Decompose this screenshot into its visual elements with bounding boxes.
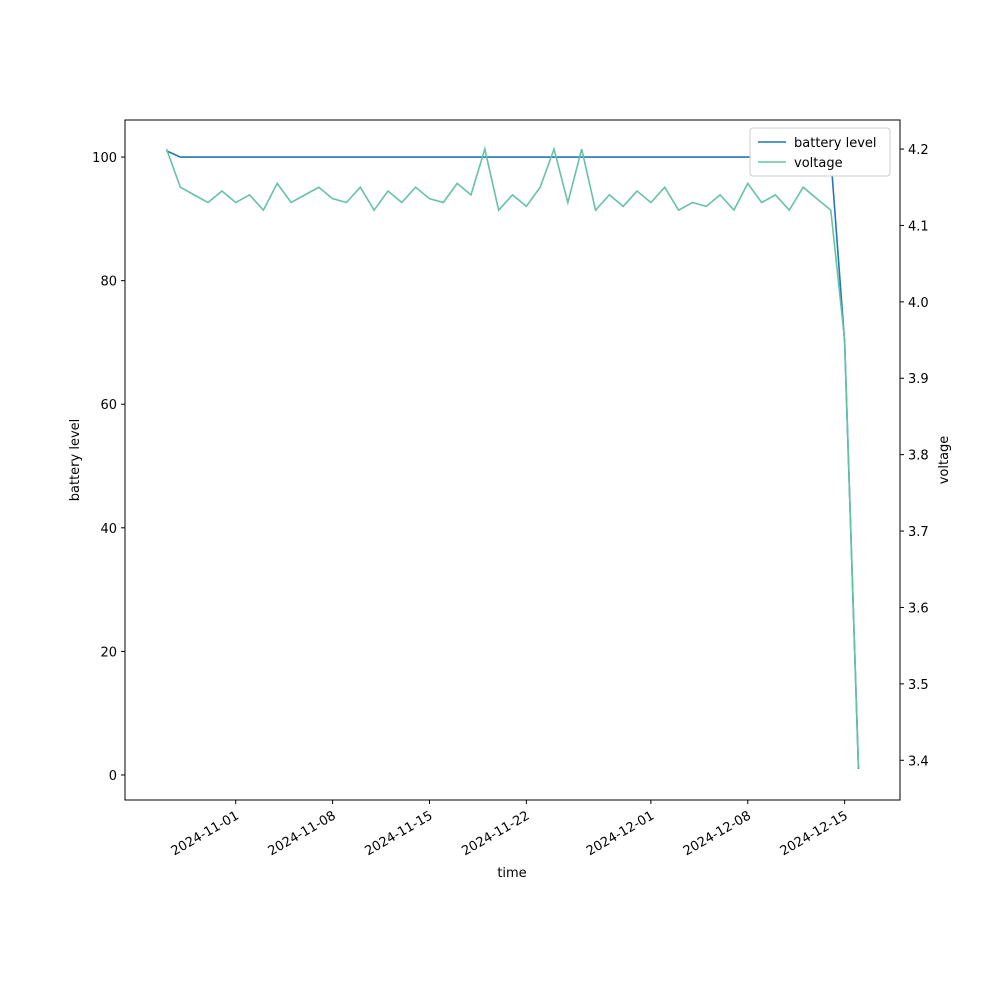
series-line (166, 150, 860, 769)
legend-label: voltage (794, 156, 843, 171)
y2-tick-label: 3.6 (908, 601, 929, 616)
x-tick-label: 2024-12-15 (778, 808, 851, 859)
plot-frame (124, 119, 901, 801)
y2-tick-label: 3.7 (908, 525, 929, 540)
y2-tick-label: 3.9 (908, 372, 929, 387)
y-axis-label: battery level (68, 419, 83, 502)
y-tick-label: 100 (92, 151, 117, 166)
x-axis-label: time (497, 866, 526, 881)
y-tick-label: 20 (100, 645, 117, 660)
x-tick-label: 2024-11-22 (459, 808, 532, 859)
y2-tick-label: 4.0 (908, 296, 929, 311)
legend-label: battery level (794, 136, 877, 151)
y-tick-label: 40 (100, 522, 117, 537)
x-tick-label: 2024-11-01 (169, 808, 242, 859)
y2-tick-label: 4.2 (908, 143, 929, 158)
legend-box (749, 127, 891, 177)
x-tick-label: 2024-12-01 (584, 808, 657, 859)
y2-tick-label: 3.5 (908, 678, 929, 693)
y-tick-label: 0 (109, 769, 117, 784)
x-tick-label: 2024-12-08 (681, 808, 754, 859)
x-tick-label: 2024-11-15 (363, 808, 436, 859)
y2-tick-label: 3.8 (908, 449, 929, 464)
y2-tick-label: 3.4 (908, 754, 929, 769)
x-tick-label: 2024-11-08 (266, 808, 339, 859)
y2-axis-label: voltage (937, 436, 952, 485)
y-tick-label: 80 (100, 275, 117, 290)
y2-tick-label: 4.1 (908, 219, 929, 234)
y-tick-label: 60 (100, 398, 117, 413)
series-line (165, 145, 860, 768)
